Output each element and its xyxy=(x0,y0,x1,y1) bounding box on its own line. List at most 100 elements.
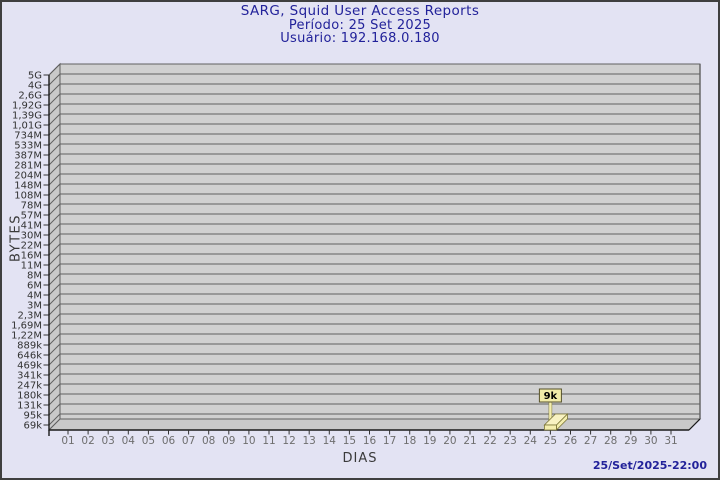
y-axis-ticks: 5G4G2,6G1,92G1,39G1,01G734M533M387M281M2… xyxy=(11,71,49,432)
chart-period: Período: 25 Set 2025 xyxy=(288,17,432,33)
y-tick-label: 22M xyxy=(21,241,42,252)
grid-connector xyxy=(48,123,61,136)
grid-lines xyxy=(48,63,700,426)
y-tick-label: 4M xyxy=(27,291,42,302)
y-tick-label: 16M xyxy=(21,251,42,262)
x-tick-label: 03 xyxy=(102,435,115,447)
grid-connector xyxy=(48,393,61,406)
bar-value-label: 9k xyxy=(544,391,558,402)
grid-connector xyxy=(48,233,61,246)
y-tick-label: 1,39G xyxy=(12,111,42,122)
grid-connector xyxy=(48,263,61,276)
x-tick-label: 06 xyxy=(162,435,176,447)
y-tick-label: 387M xyxy=(14,151,42,162)
grid-connector xyxy=(48,73,61,86)
y-tick-label: 3M xyxy=(27,301,42,312)
x-tick-label: 27 xyxy=(584,435,597,447)
grid-connector xyxy=(48,213,61,226)
x-tick-label: 09 xyxy=(222,435,235,447)
floor-right-edge xyxy=(688,418,701,431)
grid-connector xyxy=(48,113,61,126)
grid-connector xyxy=(48,323,61,336)
x-tick-label: 23 xyxy=(504,435,517,447)
y-tick-label: 1,22M xyxy=(11,331,42,342)
grid-connector xyxy=(48,193,61,206)
grid-connector xyxy=(48,183,61,196)
x-tick-label: 08 xyxy=(202,435,215,447)
grid-connector xyxy=(48,203,61,216)
x-axis-ticks: 01 02 03 04 05 06 07 08 09 10 11 12 13 14 15 16 17 18 19 20… xyxy=(61,430,678,447)
y-axis-title: BYTES xyxy=(8,213,24,263)
y-tick-label: 180k xyxy=(17,391,42,402)
y-tick-label: 533M xyxy=(14,141,42,152)
grid-connector xyxy=(48,83,61,96)
y-tick-label: 1,69M xyxy=(11,321,42,332)
chart-user: Usuário: 192.168.0.180 xyxy=(280,31,440,46)
x-tick-label: 04 xyxy=(122,435,136,447)
x-tick-label: 13 xyxy=(303,435,316,447)
y-tick-label: 1,01G xyxy=(12,121,42,132)
grid-connector xyxy=(48,343,61,356)
x-tick-label: 15 xyxy=(343,435,356,447)
x-axis-title: DIAS xyxy=(342,451,378,466)
y-tick-label: 646k xyxy=(17,351,42,362)
chart-header: SARG, Squid User Access Reports Período:… xyxy=(0,3,720,46)
x-tick-label: 24 xyxy=(524,435,538,447)
grid-connector xyxy=(48,293,61,306)
x-tick-label: 16 xyxy=(363,435,377,447)
y-tick-label: 204M xyxy=(14,171,42,182)
y-tick-label: 57M xyxy=(21,211,42,222)
y-tick-label: 6M xyxy=(27,281,42,292)
x-tick-label: 14 xyxy=(323,435,337,447)
x-tick-label: 05 xyxy=(142,435,155,447)
y-tick-label: 4G xyxy=(28,81,42,92)
y-tick-label: 469k xyxy=(17,361,42,372)
y-tick-label: 1,92G xyxy=(12,101,42,112)
x-tick-label: 17 xyxy=(383,435,396,447)
grid-connector xyxy=(48,283,61,296)
y-tick-label: 69k xyxy=(23,421,42,432)
y-tick-label: 131k xyxy=(17,401,42,412)
x-tick-label: 02 xyxy=(81,435,94,447)
grid-connector xyxy=(48,223,61,236)
x-tick-label: 29 xyxy=(624,435,637,447)
x-tick-label: 07 xyxy=(182,435,195,447)
grid-connector xyxy=(48,373,61,386)
grid-connector xyxy=(48,363,61,376)
y-tick-label: 5G xyxy=(28,71,42,82)
x-tick-label: 20 xyxy=(443,435,456,447)
plot-area xyxy=(59,63,701,420)
bar-front-face xyxy=(544,424,557,431)
grid-connector xyxy=(48,353,61,366)
y-tick-label: 734M xyxy=(14,131,42,142)
x-tick-label: 10 xyxy=(242,435,255,447)
y-tick-label: 78M xyxy=(21,201,42,212)
grid-connector xyxy=(48,403,61,416)
timestamp: 25/Set/2025-22:00 xyxy=(592,459,707,472)
x-tick-label: 31 xyxy=(664,435,677,447)
y-tick-label: 8M xyxy=(27,271,42,282)
x-tick-label: 26 xyxy=(564,435,578,447)
y-tick-label: 108M xyxy=(14,191,42,202)
y-tick-label: 41M xyxy=(21,221,42,232)
grid-connector xyxy=(48,383,61,396)
x-tick-label: 12 xyxy=(282,435,295,447)
grid-connector xyxy=(48,333,61,346)
grid-connector xyxy=(48,93,61,106)
x-tick-label: 11 xyxy=(262,435,275,447)
grid-connector xyxy=(48,163,61,176)
chart-title: SARG, Squid User Access Reports xyxy=(240,3,480,19)
x-tick-label: 22 xyxy=(483,435,496,447)
x-tick-label: 18 xyxy=(403,435,416,447)
grid-connector xyxy=(48,173,61,186)
y-tick-label: 281M xyxy=(14,161,42,172)
x-tick-label: 21 xyxy=(463,435,476,447)
y-tick-label: 95k xyxy=(23,411,42,422)
x-tick-label: 28 xyxy=(604,435,617,447)
grid-connector xyxy=(48,303,61,316)
grid-connector xyxy=(48,103,61,116)
x-tick-label: 30 xyxy=(644,435,657,447)
y-tick-label: 2,3M xyxy=(17,311,42,322)
grid-connector xyxy=(48,313,61,326)
